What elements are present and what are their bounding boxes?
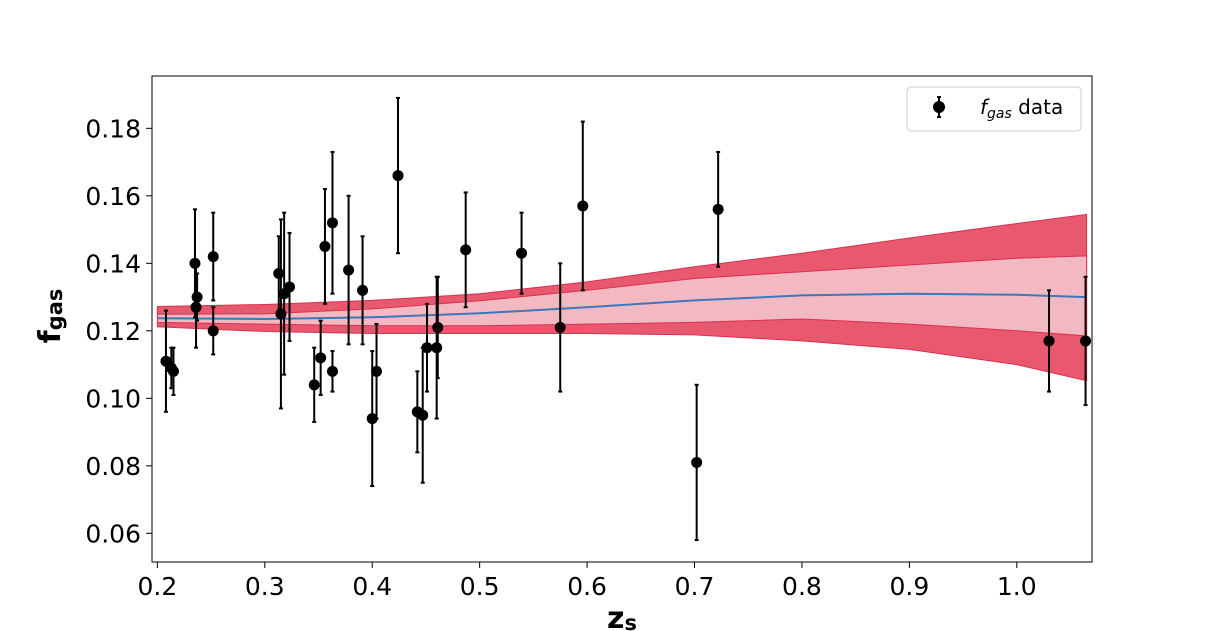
point-marker: [207, 251, 219, 263]
x-axis-label-sub: s: [624, 611, 637, 631]
legend-label-italic: f: [980, 95, 990, 119]
y-tick-label: 0.16: [85, 182, 141, 211]
point-marker: [392, 170, 404, 182]
y-tick-label: 0.14: [85, 249, 141, 278]
data-point: [691, 383, 703, 542]
y-tick-label: 0.06: [85, 519, 141, 548]
data-point: [392, 96, 404, 255]
y-tick-label: 0.12: [85, 317, 141, 346]
legend-label-rest: data: [1012, 95, 1063, 119]
point-marker: [417, 409, 429, 421]
data-point: [190, 265, 202, 349]
data-point: [326, 350, 338, 393]
point-marker: [273, 267, 285, 279]
data-points: [160, 96, 1092, 542]
data-point: [319, 188, 331, 305]
legend-marker-dot: [933, 101, 945, 113]
data-point: [343, 194, 355, 346]
data-point: [207, 211, 219, 302]
reconstruction-bands: [156, 213, 1088, 382]
x-tick-label: 0.6: [567, 572, 607, 601]
data-point: [284, 231, 296, 342]
x-axis-label-main: z: [607, 601, 624, 631]
data-point: [554, 262, 566, 393]
y-tick-label: 0.08: [85, 452, 141, 481]
y-tick-label: 0.10: [85, 384, 141, 413]
data-point: [207, 306, 219, 356]
point-marker: [315, 352, 327, 364]
y-axis-label-main: f: [33, 329, 68, 343]
x-tick-label: 0.9: [889, 572, 929, 601]
point-marker: [712, 203, 724, 215]
data-point: [1080, 275, 1092, 407]
data-point: [371, 323, 383, 420]
point-marker: [326, 365, 338, 377]
data-point: [431, 275, 443, 420]
point-marker: [554, 321, 566, 333]
data-point: [191, 272, 203, 322]
point-marker: [432, 321, 444, 333]
mean-curve-group: [157, 292, 1087, 321]
point-marker: [431, 342, 443, 354]
data-point: [712, 150, 724, 268]
point-marker: [343, 264, 355, 276]
x-tick-label: 0.5: [460, 572, 500, 601]
y-axis-label-sub: gas: [43, 289, 67, 331]
x-tick-label: 0.2: [137, 572, 177, 601]
point-marker: [1043, 335, 1055, 347]
point-marker: [167, 365, 179, 377]
x-tick-label: 0.3: [245, 572, 285, 601]
y-axis-label: fgas: [33, 289, 68, 344]
x-tick-label: 0.8: [782, 572, 822, 601]
x-axis-label: zs: [607, 601, 637, 631]
point-marker: [319, 240, 331, 252]
data-point: [308, 346, 320, 423]
data-point: [577, 120, 589, 292]
plot-frame: [151, 75, 1093, 563]
point-marker: [207, 325, 219, 337]
data-point: [432, 275, 444, 380]
data-point: [1043, 289, 1055, 393]
y-axis-ticks: 0.06 0.08 0.10 0.12 0.14 0.16 0.18: [85, 114, 152, 548]
data-point: [160, 309, 172, 413]
point-marker: [516, 247, 528, 259]
x-axis-ticks: 0.2 0.3 0.4 0.5 0.6 0.7 0.8 0.9 1.0: [137, 562, 1037, 601]
point-marker: [284, 281, 296, 293]
point-marker: [371, 365, 383, 377]
y-tick-label: 0.18: [85, 114, 141, 143]
x-tick-label: 0.7: [675, 572, 715, 601]
legend-label-sub: gas: [987, 106, 1012, 122]
point-marker: [357, 284, 369, 296]
point-marker: [691, 456, 703, 468]
point-marker: [577, 200, 589, 212]
point-marker: [421, 342, 433, 354]
data-point: [460, 191, 472, 309]
point-marker: [460, 244, 472, 256]
x-tick-label: 1.0: [997, 572, 1037, 601]
point-marker: [190, 301, 202, 313]
data-point: [357, 235, 369, 346]
data-point: [326, 150, 338, 295]
data-point: [273, 235, 285, 312]
legend-box: [906, 86, 1082, 132]
point-marker: [1080, 335, 1092, 347]
point-marker: [326, 217, 338, 229]
data-point: [421, 302, 433, 393]
point-marker: [308, 379, 320, 391]
point-marker: [191, 291, 203, 303]
data-point: [167, 346, 179, 396]
legend: fgas data: [906, 86, 1082, 132]
band-1sigma: [156, 255, 1088, 337]
data-point: [516, 211, 528, 295]
legend-label: fgas data: [980, 95, 1063, 122]
x-tick-label: 0.4: [352, 572, 392, 601]
mean-curve: [157, 292, 1087, 321]
data-point: [315, 319, 327, 396]
point-marker: [366, 413, 378, 425]
